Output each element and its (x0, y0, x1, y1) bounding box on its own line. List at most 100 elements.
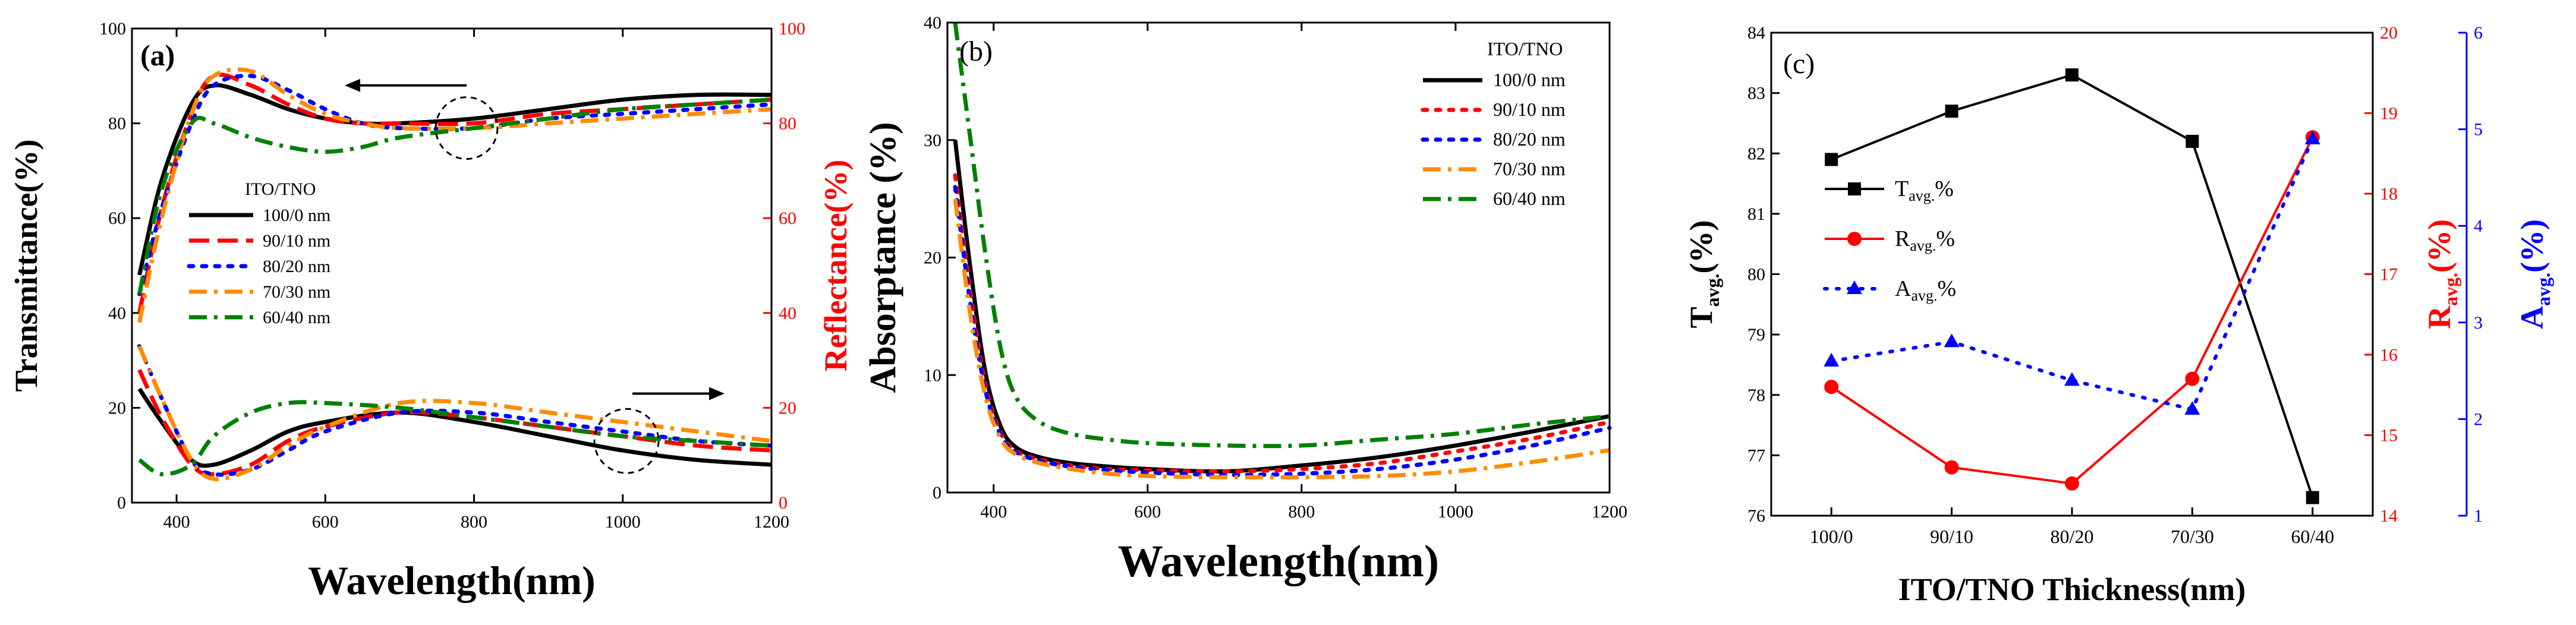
panel-c-left-axis-tick-label-0: 76 (1747, 506, 1765, 526)
panel-b-legend-label-2: 80/20 nm (1493, 128, 1566, 150)
panel-c-series-2-point-2 (2064, 372, 2080, 386)
panel-c-legend-marker-1 (1847, 232, 1862, 246)
panel-a-right-axis-tick-label-5: 100 (779, 19, 805, 39)
panel-a-series-7 (137, 344, 774, 477)
panel-a-xtick-label-3: 1000 (605, 512, 641, 532)
panel-c-left-axis-tick-label-5: 81 (1747, 204, 1765, 224)
panel-c-legend-label-0: Tavg.% (1895, 176, 1954, 204)
panel-c-ylabel-left-sub: avg. (1702, 273, 1723, 307)
panel-c-xtick-label-4: 60/40 (2291, 526, 2334, 547)
panel-c-series-0-point-4 (2306, 491, 2319, 504)
panel-c-right2-axis-tick-label-2: 3 (2474, 313, 2483, 333)
panel-c-xlabel: ITO/TNO Thickness(nm) (1898, 572, 2246, 607)
panel-a-left-axis-tick-label-2: 40 (108, 304, 126, 323)
panel-a-frame (131, 27, 773, 504)
panel-c-left-axis-tick-label-6: 82 (1747, 144, 1765, 163)
panel-a-annotation-circle-2 (593, 408, 660, 474)
panel-c-label: (c) (1783, 48, 1815, 80)
panel-b-left-axis-tick-label-4: 40 (924, 13, 941, 33)
panel-c-frame (1770, 31, 2374, 517)
panel-c: 100/0 90/10 80/20 70/30 60/40 76 77 78 79 80 81 82 8… (1683, 23, 2554, 607)
panel-a-right-axis-tick-label-2: 40 (779, 304, 796, 323)
panel-a-series-5 (137, 387, 772, 468)
panel-c-series-2-point-3 (2184, 401, 2200, 415)
panel-b-ylabel: Absorptance (%) (863, 122, 903, 393)
panel-a-left-axis-tick-label-4: 80 (108, 114, 126, 134)
panel-c-legend-label-1-suffix: % (1936, 226, 1955, 251)
panel-c-right1-axis-tick-label-4: 18 (2380, 184, 2398, 204)
panel-c-legend-label-1-main: R (1895, 226, 1910, 251)
panel-b-left-axis-tick-label-3: 30 (924, 131, 941, 150)
panel-b-left-axis-tick-label-0: 0 (933, 483, 941, 503)
panel-a-right-axis-tick-label-1: 20 (779, 398, 796, 418)
panel-c-ylabel-right2: Aavg.(%) (2514, 219, 2554, 329)
panel-a-series-2 (137, 74, 774, 296)
panel-c-right2-axis-tick-label-1: 2 (2474, 409, 2483, 429)
panel-c-ylabel-right1: Ravg.(%) (2421, 219, 2461, 329)
panel-c-right2-axis-tick-label-0: 1 (2474, 506, 2483, 526)
panel-a-right-axis-tick-label-4: 80 (779, 114, 796, 134)
panel-c-ylabel-right2-sub: avg. (2533, 273, 2554, 306)
panel-b-legend-label-1: 90/10 nm (1493, 99, 1566, 120)
panel-c-series-2-point-0 (1824, 352, 1840, 367)
panel-a-xtick-label-0: 400 (163, 512, 190, 532)
panel-c-ylabel-right1-main: R (2421, 305, 2457, 329)
panel-a-annotation-arrowhead-1 (345, 78, 361, 92)
panel-a-ylabel-left: Transmittance(%) (8, 140, 44, 392)
panel-b-left-axis-tick-label-1: 10 (924, 365, 941, 385)
panel-c-right1-axis-tick-label-1: 15 (2380, 426, 2398, 446)
panel-c-xtick-label-0: 100/0 (1810, 526, 1853, 547)
panel-c-legend-label-2-sub: avg. (1911, 287, 1937, 304)
panel-c-legend-marker-2 (1847, 280, 1862, 294)
panel-c-ylabel-right1-suffix: (%) (2421, 219, 2457, 273)
panel-c-xtick-label-1: 90/10 (1930, 526, 1973, 547)
panel-c-left-axis-tick-label-8: 84 (1747, 23, 1765, 43)
panel-a-legend-label-3: 70/30 nm (263, 282, 330, 302)
panel-c-left-axis-tick-label-4: 80 (1747, 265, 1765, 285)
panel-a-annotation-arrowhead-2 (709, 387, 725, 400)
panel-c-right2-axis-tick-label-4: 5 (2474, 120, 2483, 140)
panel-a-annotation-circle-1 (434, 96, 499, 160)
panel-c-ylabel-right1-sub: avg. (2440, 273, 2461, 306)
panel-c-left-axis-tick-label-7: 83 (1747, 84, 1765, 103)
panel-c-ylabel-right2-suffix: (%) (2514, 219, 2550, 273)
panel-a: 400 600 800 1000 120002040608010002040608010… (8, 19, 854, 603)
panel-b: 400 600 800 1000 1200 0 10 20 30 40 (b) Wavelength(… (863, 13, 1627, 586)
panel-c-series-0-point-1 (1945, 105, 1958, 118)
panel-c-left-axis-tick-label-1: 77 (1747, 446, 1765, 465)
panel-c-series-1-point-0 (1824, 380, 1839, 394)
panel-b-xtick-label-1: 600 (1134, 502, 1161, 522)
panel-c-right2-axis-tick-label-3: 4 (2474, 216, 2483, 236)
panel-c-legend-label-2-suffix: % (1938, 276, 1957, 301)
panel-b-left-axis-tick-label-2: 20 (924, 248, 941, 268)
panel-c-left-axis-tick-label-2: 78 (1747, 386, 1765, 405)
panel-a-xtick-label-4: 1200 (754, 512, 789, 532)
panel-a-series-9 (138, 400, 772, 476)
panel-c-legend-label-0-sub: avg. (1909, 187, 1935, 204)
panel-c-legend-label-1: Ravg.% (1895, 226, 1955, 254)
panel-c-series-0-point-0 (1825, 153, 1838, 166)
panel-a-legend-label-0: 100/0 nm (263, 206, 330, 225)
panel-a-xtick-label-2: 800 (461, 512, 487, 532)
panel-b-xtick-label-2: 800 (1288, 502, 1315, 522)
panel-b-frame (946, 21, 1611, 494)
panel-c-series-0-point-2 (2065, 68, 2079, 82)
panel-c-legend-label-0-suffix: % (1935, 176, 1954, 201)
panel-a-right-axis-tick-label-3: 60 (779, 209, 796, 228)
panel-c-series-2-point-1 (1944, 333, 1960, 348)
panel-a-label: (a) (140, 39, 175, 72)
panel-b-legend-label-4: 60/40 nm (1493, 188, 1566, 209)
panel-a-series-8 (137, 345, 772, 482)
panel-a-legend-label-1: 90/10 nm (263, 231, 330, 251)
panel-a-legend-label-4: 60/40 nm (263, 308, 330, 327)
panel-c-legend-label-1-sub: avg. (1910, 237, 1936, 254)
panel-a-right-axis-tick-label-0: 0 (779, 493, 788, 513)
panel-a-series-4 (137, 97, 772, 295)
panel-c-legend-label-2-main: A (1895, 276, 1911, 301)
panel-a-left-axis-tick-label-5: 100 (99, 19, 126, 39)
panel-b-legend-label-0: 100/0 nm (1493, 69, 1566, 90)
panel-b-series-4 (953, 22, 1610, 449)
panel-b-label: (b) (959, 36, 993, 67)
panel-c-right1-axis-tick-label-5: 19 (2380, 104, 2398, 124)
